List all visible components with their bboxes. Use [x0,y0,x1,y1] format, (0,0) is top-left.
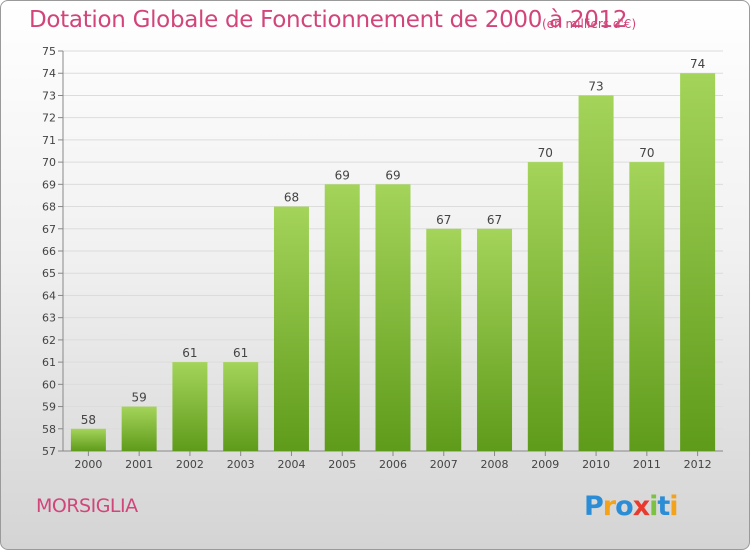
y-tick-label: 62 [42,334,56,347]
data-label: 68 [284,191,299,205]
bar [172,362,208,451]
x-tick-label: 2003 [227,458,255,471]
x-tick-label: 2007 [430,458,458,471]
data-label: 67 [436,213,451,227]
x-tick-label: 2011 [633,458,661,471]
y-tick-label: 69 [42,178,56,191]
logo-letter: i [649,491,658,522]
x-tick-label: 2012 [684,458,712,471]
logo-letter: i [669,491,678,522]
chart-title: Dotation Globale de Fonctionnement de 20… [29,7,628,33]
data-label: 70 [538,146,553,160]
bar [121,406,157,451]
y-tick-label: 61 [42,356,56,369]
y-tick-label: 59 [42,401,56,414]
data-label: 69 [335,168,350,182]
logo-letter: r [602,491,616,522]
bar [273,206,309,451]
logo-letter: x [632,491,650,522]
y-tick-label: 64 [42,289,56,302]
bar [426,228,462,451]
data-label: 70 [639,146,654,160]
x-tick-label: 2009 [531,458,559,471]
bar [680,73,716,451]
proxiti-logo[interactable]: Proxiti [584,491,679,522]
bar [70,428,106,451]
x-tick-label: 2004 [277,458,305,471]
bar [477,228,513,451]
logo-letter: t [657,491,670,522]
y-tick-label: 68 [42,201,56,214]
y-tick-label: 65 [42,267,56,280]
bar [578,95,614,451]
chart-unit: (en milliers d'€) [542,17,637,31]
data-label: 73 [588,79,603,93]
data-label: 61 [233,346,248,360]
y-tick-label: 63 [42,312,56,325]
y-tick-label: 67 [42,223,56,236]
x-tick-label: 2006 [379,458,407,471]
data-label: 69 [385,168,400,182]
y-tick-label: 72 [42,112,56,125]
y-tick-label: 71 [42,134,56,147]
y-tick-label: 74 [42,67,56,80]
y-tick-label: 70 [42,156,56,169]
commune-name: MORSIGLIA [36,495,138,517]
y-tick-label: 57 [42,445,56,458]
data-label: 58 [81,413,96,427]
data-label: 67 [487,213,502,227]
y-tick-label: 66 [42,245,56,258]
y-tick-label: 73 [42,89,56,102]
data-label: 59 [132,391,147,405]
y-tick-label: 60 [42,378,56,391]
x-tick-label: 2002 [176,458,204,471]
data-label: 61 [182,346,197,360]
y-tick-label: 75 [42,45,56,58]
logo-letter: o [615,491,634,522]
x-tick-label: 2000 [74,458,102,471]
bars: 58 59 61 61 68 69 69 67 67 70 73 70 74 [70,57,716,452]
x-tick-label: 2010 [582,458,610,471]
y-axis: 57 58 59 60 61 62 63 64 65 66 67 68 69 70 71 72 73 74 75 [42,45,723,458]
y-tick-label: 58 [42,423,56,436]
bar [629,162,665,451]
x-tick-label: 2008 [481,458,509,471]
x-axis: 2000 2001 2002 2003 2004 2005 2006 2007 2008 2009… [74,451,712,471]
bar [223,362,259,451]
data-label: 74 [690,57,705,71]
bar [527,162,563,451]
x-tick-label: 2005 [328,458,356,471]
logo-letter: P [584,491,604,522]
bar [375,184,411,452]
x-tick-label: 2001 [125,458,153,471]
bar [324,184,360,452]
